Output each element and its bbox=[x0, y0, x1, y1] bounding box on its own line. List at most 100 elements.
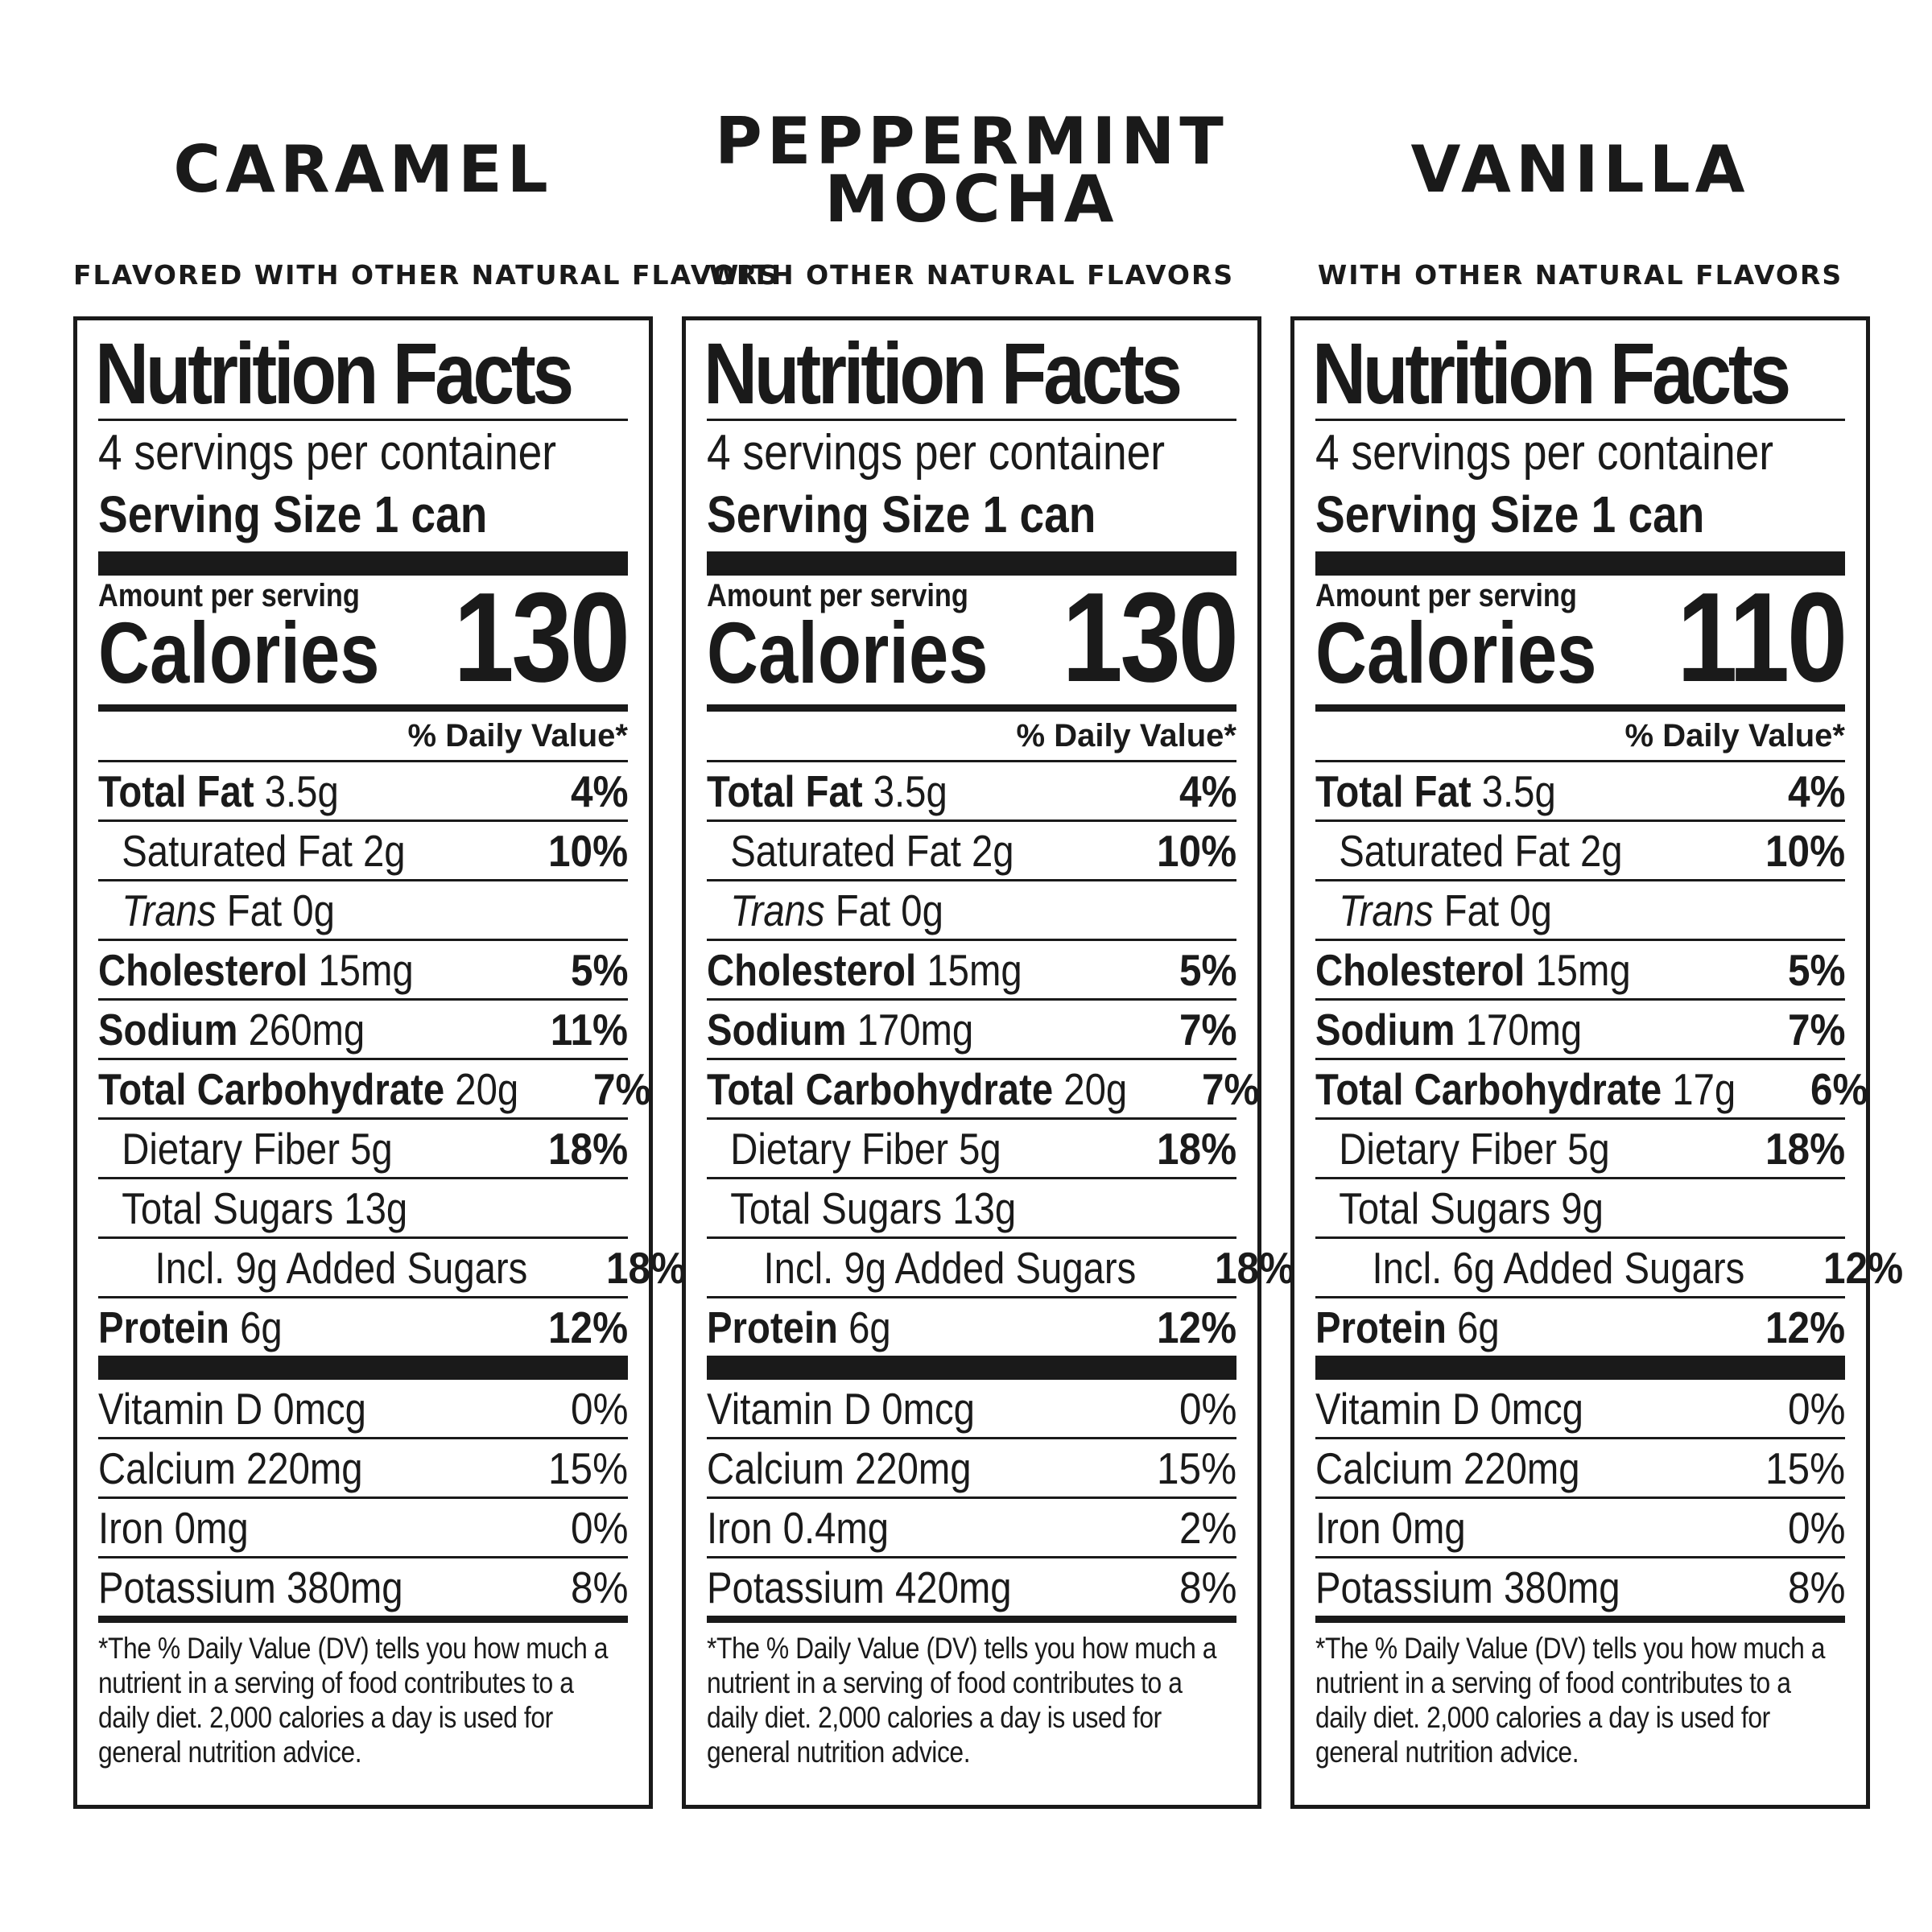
sodium-row: Sodium 170mg 7% bbox=[707, 998, 1236, 1058]
protein-row: Protein 6g 12% bbox=[707, 1296, 1236, 1356]
servings-per-container: 4 servings per container bbox=[1315, 425, 1774, 481]
potassium-row: Potassium 420mg 8% bbox=[707, 1556, 1236, 1616]
total-sugars-row: Total Sugars 13g bbox=[707, 1177, 1236, 1236]
flavor-header: PEPPERMINT MOCHA WITH OTHER NATURAL FLAV… bbox=[682, 97, 1261, 291]
nutrition-facts-label: Nutrition Facts 4 servings per container… bbox=[1290, 316, 1903, 1809]
protein-label: Protein bbox=[98, 1302, 229, 1352]
fiber-row: Dietary Fiber 5g 18% bbox=[1315, 1117, 1845, 1177]
potassium-label: Potassium 420mg bbox=[707, 1562, 1012, 1612]
total-fat-dv: 4% bbox=[1179, 766, 1236, 816]
divider bbox=[1315, 419, 1845, 421]
amount-per-serving: Amount per serving bbox=[707, 578, 968, 613]
sodium-dv: 7% bbox=[1787, 1004, 1845, 1055]
divider-medium bbox=[1315, 704, 1845, 712]
iron-row: Iron 0.4mg 2% bbox=[707, 1496, 1236, 1556]
added-sugars-row: Incl. 9g Added Sugars 18% bbox=[98, 1236, 686, 1296]
trans-fat-amount: Fat 0g bbox=[226, 885, 335, 935]
carbohydrate-row: Total Carbohydrate 20g 7% bbox=[98, 1058, 651, 1117]
flavor-title: VANILLA bbox=[1410, 132, 1750, 207]
divider-medium bbox=[98, 1616, 628, 1623]
nutrition-facts-label: Nutrition Facts 4 servings per container… bbox=[73, 316, 686, 1809]
vitamin-d-row: Vitamin D 0mcg 0% bbox=[1315, 1380, 1845, 1437]
calcium-label: Calcium 220mg bbox=[1315, 1443, 1580, 1493]
potassium-dv: 8% bbox=[570, 1562, 628, 1612]
potassium-row: Potassium 380mg 8% bbox=[98, 1556, 628, 1616]
daily-value-header: % Daily Value* bbox=[1016, 718, 1236, 753]
calories-row: Calories 130 bbox=[707, 574, 1239, 701]
fiber-label: Dietary Fiber 5g bbox=[122, 1123, 393, 1174]
carbohydrate-label: Total Carbohydrate bbox=[707, 1063, 1054, 1114]
trans-fat-label: Trans bbox=[730, 885, 825, 935]
divider-thick bbox=[98, 551, 628, 576]
saturated-fat-label: Saturated Fat 2g bbox=[730, 825, 1014, 876]
sodium-dv: 7% bbox=[1179, 1004, 1236, 1055]
saturated-fat-row: Saturated Fat 2g 10% bbox=[1315, 819, 1845, 879]
total-fat-label: Total Fat bbox=[1315, 766, 1472, 816]
iron-label: Iron 0mg bbox=[98, 1502, 249, 1553]
fiber-row: Dietary Fiber 5g 18% bbox=[707, 1117, 1236, 1177]
saturated-fat-row: Saturated Fat 2g 10% bbox=[707, 819, 1236, 879]
iron-dv: 2% bbox=[1179, 1502, 1236, 1553]
calories-value: 130 bbox=[453, 567, 631, 708]
calories-value: 130 bbox=[1062, 567, 1240, 708]
nutrition-facts-title: Nutrition Facts bbox=[704, 324, 1183, 422]
daily-value-footnote: *The % Daily Value (DV) tells you how mu… bbox=[707, 1632, 1217, 1769]
sodium-label: Sodium bbox=[1315, 1004, 1455, 1055]
cholesterol-label: Cholesterol bbox=[98, 944, 308, 995]
cholesterol-row: Cholesterol 15mg 5% bbox=[98, 939, 628, 998]
total-sugars-row: Total Sugars 9g bbox=[1315, 1177, 1845, 1236]
flavor-header: VANILLA WITH OTHER NATURAL FLAVORS bbox=[1290, 97, 1870, 291]
trans-fat-row: Trans Fat 0g bbox=[1315, 879, 1845, 939]
total-fat-dv: 4% bbox=[1787, 766, 1845, 816]
flavor-title: PEPPERMINT MOCHA bbox=[715, 104, 1228, 237]
protein-amount: 6g bbox=[848, 1302, 891, 1352]
iron-row: Iron 0mg 0% bbox=[98, 1496, 628, 1556]
amount-per-serving: Amount per serving bbox=[98, 578, 360, 613]
sodium-row: Sodium 170mg 7% bbox=[1315, 998, 1845, 1058]
total-sugars-label: Total Sugars 9g bbox=[1339, 1183, 1604, 1233]
divider-thick bbox=[1315, 1356, 1845, 1380]
potassium-row: Potassium 380mg 8% bbox=[1315, 1556, 1845, 1616]
calories-label: Calories bbox=[1315, 604, 1597, 701]
serving-size-label: Serving Size bbox=[1315, 485, 1579, 543]
total-fat-label: Total Fat bbox=[98, 766, 254, 816]
flavor-title: CARAMEL bbox=[173, 132, 553, 207]
calcium-dv: 15% bbox=[1156, 1443, 1236, 1493]
nutrition-facts-label: Nutrition Facts 4 servings per container… bbox=[682, 316, 1294, 1809]
added-sugars-dv: 18% bbox=[606, 1242, 687, 1293]
fiber-row: Dietary Fiber 5g 18% bbox=[98, 1117, 628, 1177]
calories-row: Calories 130 bbox=[98, 574, 630, 701]
added-sugars-row: Incl. 9g Added Sugars 18% bbox=[707, 1236, 1294, 1296]
calcium-dv: 15% bbox=[1765, 1443, 1845, 1493]
vitamin-d-label: Vitamin D 0mcg bbox=[98, 1383, 366, 1434]
serving-size: Serving Size 1 can bbox=[1315, 485, 1771, 551]
cholesterol-dv: 5% bbox=[570, 944, 628, 995]
protein-row: Protein 6g 12% bbox=[1315, 1296, 1845, 1356]
carbohydrate-label: Total Carbohydrate bbox=[98, 1063, 445, 1114]
potassium-dv: 8% bbox=[1787, 1562, 1845, 1612]
vitamin-d-label: Vitamin D 0mcg bbox=[1315, 1383, 1583, 1434]
vitamin-d-dv: 0% bbox=[570, 1383, 628, 1434]
daily-value-footnote: *The % Daily Value (DV) tells you how mu… bbox=[98, 1632, 609, 1769]
divider-medium bbox=[1315, 1616, 1845, 1623]
total-fat-amount: 3.5g bbox=[1481, 766, 1556, 816]
trans-fat-amount: Fat 0g bbox=[835, 885, 943, 935]
fiber-label: Dietary Fiber 5g bbox=[1339, 1123, 1610, 1174]
total-fat-amount: 3.5g bbox=[873, 766, 947, 816]
total-sugars-row: Total Sugars 13g bbox=[98, 1177, 628, 1236]
cholesterol-row: Cholesterol 15mg 5% bbox=[707, 939, 1236, 998]
saturated-fat-label: Saturated Fat 2g bbox=[1339, 825, 1623, 876]
trans-fat-amount: Fat 0g bbox=[1443, 885, 1552, 935]
divider-medium bbox=[707, 704, 1236, 712]
carbohydrate-label: Total Carbohydrate bbox=[1315, 1063, 1662, 1114]
calories-label: Calories bbox=[98, 604, 380, 701]
sodium-amount: 170mg bbox=[857, 1004, 974, 1055]
flavor-header: CARAMEL FLAVORED WITH OTHER NATURAL FLAV… bbox=[73, 97, 778, 291]
carbohydrate-row: Total Carbohydrate 20g 7% bbox=[707, 1058, 1260, 1117]
total-fat-amount: 3.5g bbox=[264, 766, 339, 816]
calcium-dv: 15% bbox=[547, 1443, 628, 1493]
divider bbox=[98, 419, 628, 421]
total-sugars-label: Total Sugars 13g bbox=[122, 1183, 408, 1233]
protein-label: Protein bbox=[1315, 1302, 1447, 1352]
serving-size: Serving Size 1 can bbox=[98, 485, 554, 551]
